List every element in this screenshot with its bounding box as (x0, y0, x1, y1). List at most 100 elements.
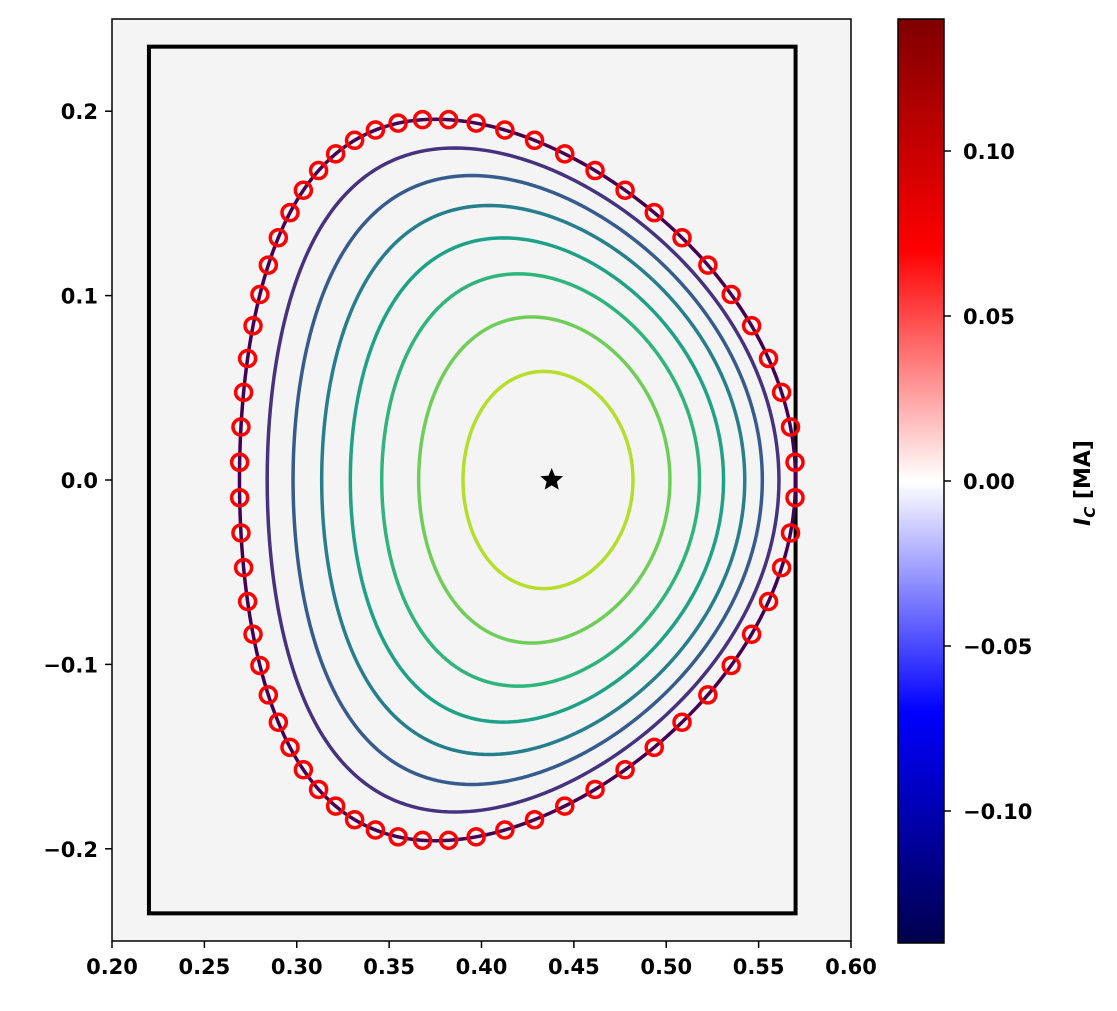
coil-marker (388, 113, 408, 133)
coil-marker (771, 557, 792, 578)
colorbar-tick-label: −0.10 (963, 800, 1032, 824)
coil-marker (412, 109, 433, 130)
coil-marker (554, 144, 575, 164)
coil-marker (644, 737, 664, 758)
x-tick-label: 0.35 (363, 955, 415, 979)
coil-marker (466, 827, 486, 847)
coil-marker (233, 557, 254, 578)
coil-marker (698, 685, 718, 705)
colorbar-label: IC [MA] (1071, 440, 1099, 526)
coil-marker (280, 737, 300, 758)
x-tick-label: 0.40 (456, 955, 508, 979)
coil-marker (258, 255, 279, 275)
colorbar-label-symbol: I (1071, 518, 1096, 526)
colorbar-label-unit: [MA] (1071, 440, 1096, 507)
colorbar-tick-label: 0.10 (963, 140, 1015, 164)
coil-marker (325, 144, 346, 164)
coil-marker (785, 487, 805, 508)
flux-contour-4 (319, 203, 747, 757)
coil-marker (293, 180, 314, 200)
coil-marker (231, 523, 251, 543)
coil-marker (524, 809, 545, 830)
coil-marker (268, 712, 289, 733)
y-tick-label: 0.0 (61, 469, 98, 493)
coil-marker (780, 417, 801, 437)
y-axis: −0.2 −0.1 0.0 0.1 0.2 (43, 100, 112, 862)
coil-marker (741, 316, 762, 336)
coil-marker (672, 227, 692, 248)
coil-marker (229, 452, 250, 473)
coil-marker (524, 130, 545, 151)
coil-marker (237, 591, 258, 612)
plot-area (111, 18, 852, 942)
coil-marker (412, 830, 433, 851)
coil-marker (243, 624, 263, 644)
flux-contour-1 (237, 117, 798, 843)
coil-marker (495, 120, 515, 140)
colorbar: −0.10 −0.05 0.00 0.05 0.10 IC [MA] (897, 18, 1099, 944)
coil-marker (365, 120, 386, 140)
flux-contour-6 (379, 272, 702, 688)
coil-marker (344, 809, 365, 830)
coil-marker (758, 348, 779, 369)
coil-marker (644, 202, 664, 223)
coil-marker (615, 180, 635, 200)
flux-contour-8 (461, 369, 635, 591)
coil-marker (466, 113, 486, 133)
coil-marker (250, 655, 270, 676)
coil-marker (233, 382, 254, 403)
y-tick-label: −0.2 (43, 838, 98, 862)
coil-marker (365, 820, 386, 840)
flux-contour-7 (416, 315, 672, 645)
colorbar-tick-label: −0.05 (963, 635, 1032, 659)
coil-marker (721, 284, 741, 305)
coil-marker (280, 202, 300, 223)
y-tick-label: 0.1 (61, 285, 98, 309)
flux-contour-5 (348, 236, 726, 724)
axes-background (112, 19, 851, 941)
coil-marker (585, 779, 605, 800)
colorbar-label-subscript: C (1081, 507, 1099, 518)
coil-marker (243, 316, 263, 336)
flux-contour-2 (265, 146, 781, 814)
y-tick-label: 0.2 (61, 100, 98, 124)
coil-marker (554, 796, 575, 816)
coil-marker (785, 452, 805, 473)
x-tick-label: 0.50 (640, 955, 692, 979)
coil-marker (438, 830, 459, 851)
y-tick-label: −0.1 (43, 653, 98, 677)
x-tick-label: 0.30 (271, 955, 323, 979)
coil-marker (741, 624, 762, 644)
coil-marker (721, 655, 741, 676)
coil-marker (293, 760, 314, 780)
coil-marker (495, 820, 515, 840)
colorbar-tick-label: 0.05 (963, 305, 1015, 329)
coil-marker (344, 130, 365, 151)
coil-marker (229, 487, 250, 508)
x-tick-label: 0.55 (733, 955, 785, 979)
coil-marker (438, 109, 459, 130)
coil-marker (615, 760, 635, 780)
coil-marker (585, 160, 605, 181)
coil-marker (698, 255, 718, 275)
x-tick-label: 0.20 (86, 955, 138, 979)
magnetic-axis-marker (540, 468, 564, 490)
coil-marker (231, 417, 251, 437)
coil-marker (325, 796, 346, 816)
flux-contour-3 (291, 173, 765, 787)
coil-marker (672, 712, 692, 733)
coil-marker (771, 382, 792, 403)
x-tick-label: 0.45 (548, 955, 600, 979)
coil-marker (308, 779, 329, 800)
coil-marker (780, 523, 801, 543)
coil-marker (237, 348, 258, 369)
colorbar-tick-label: 0.00 (963, 470, 1015, 494)
coil-marker (258, 685, 279, 705)
coil-marker (308, 160, 329, 181)
coil-marker (268, 227, 289, 248)
coil-marker (388, 827, 408, 847)
x-tick-label: 0.25 (178, 955, 230, 979)
coil-marker (758, 591, 779, 612)
